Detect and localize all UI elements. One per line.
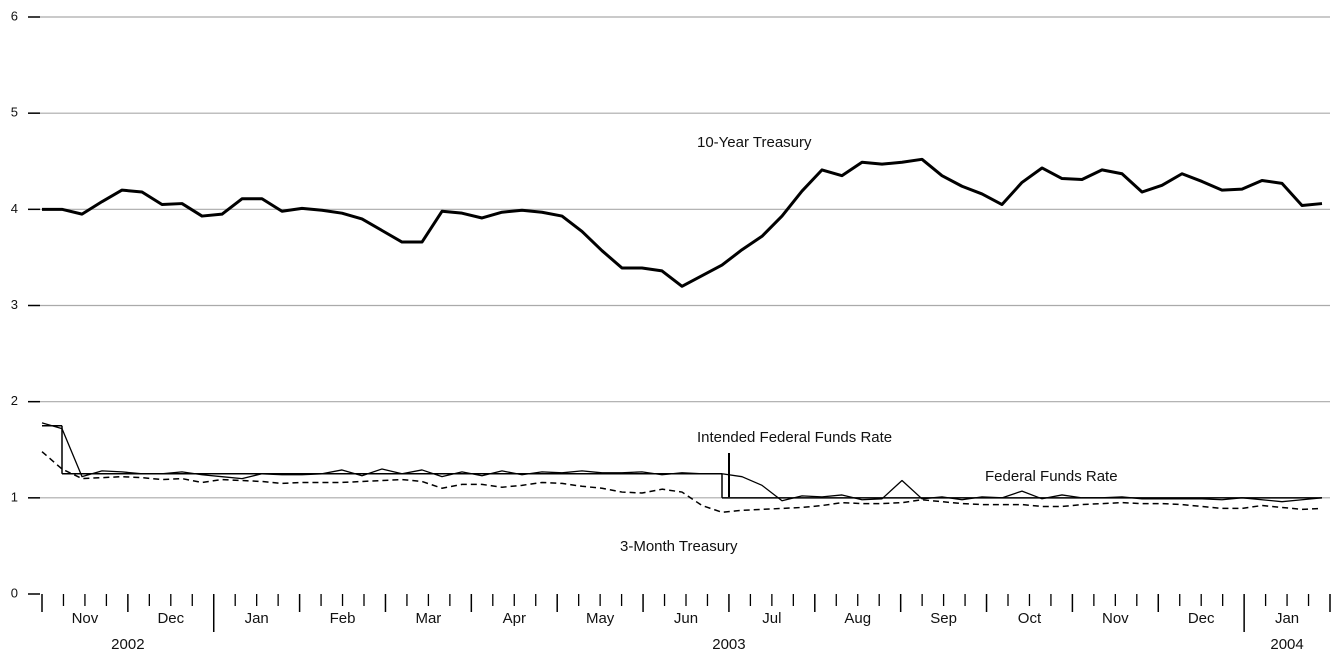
series-line [42,157,1323,288]
x-tick-label: Apr [503,610,526,627]
series-label: 3-Month Treasury [620,538,738,555]
y-tick-label: 4 [11,201,18,216]
year-label: 2003 [712,636,745,653]
x-tick-label: Mar [415,610,441,627]
x-tick-label: Dec [1188,610,1215,627]
series-label: Intended Federal Funds Rate [697,429,892,446]
x-tick-label: Feb [330,610,356,627]
series-label: Federal Funds Rate [985,468,1118,485]
y-tick-label: 3 [11,297,18,312]
x-tick-label: Sep [930,610,957,627]
y-tick-label: 5 [11,105,18,120]
x-tick-label: Jul [762,610,781,627]
series-line [41,451,1323,514]
x-tick-label: May [586,610,615,627]
x-tick-label: Jan [245,610,269,627]
x-tick-label: Nov [72,610,99,627]
x-tick-label: Oct [1018,610,1042,627]
y-tick-label: 2 [11,393,18,408]
y-tick-label: 0 [11,585,18,600]
year-label: 2002 [111,636,144,653]
x-tick-label: Dec [157,610,184,627]
y-tick-label: 1 [11,489,18,504]
x-tick-label: Aug [844,610,871,627]
series-label: 10-Year Treasury [697,134,812,151]
x-tick-label: Jan [1275,610,1299,627]
series-line [41,422,1323,503]
year-label: 2004 [1270,636,1303,653]
y-tick-label: 6 [11,8,18,23]
x-tick-label: Jun [674,610,698,627]
x-tick-label: Nov [1102,610,1129,627]
